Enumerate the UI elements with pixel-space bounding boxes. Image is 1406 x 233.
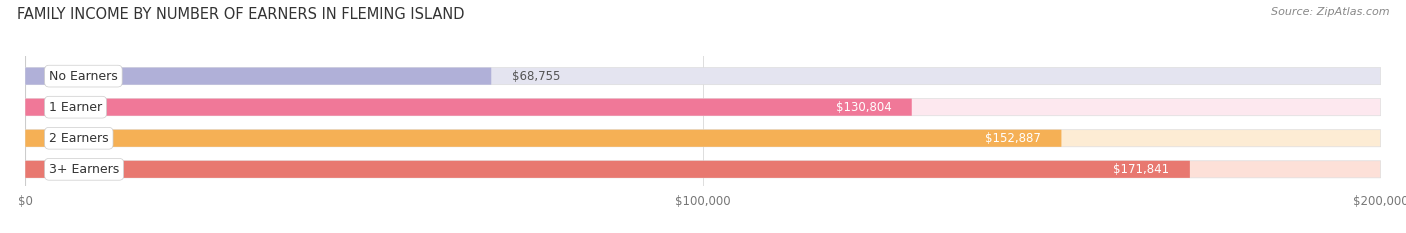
FancyBboxPatch shape <box>25 68 491 85</box>
FancyBboxPatch shape <box>25 130 1381 147</box>
FancyBboxPatch shape <box>25 161 1381 178</box>
Text: $68,755: $68,755 <box>512 70 560 83</box>
Text: 1 Earner: 1 Earner <box>49 101 103 114</box>
Text: 2 Earners: 2 Earners <box>49 132 108 145</box>
Text: $171,841: $171,841 <box>1114 163 1170 176</box>
FancyBboxPatch shape <box>25 130 1062 147</box>
Text: $152,887: $152,887 <box>986 132 1040 145</box>
Text: No Earners: No Earners <box>49 70 118 83</box>
Text: FAMILY INCOME BY NUMBER OF EARNERS IN FLEMING ISLAND: FAMILY INCOME BY NUMBER OF EARNERS IN FL… <box>17 7 464 22</box>
FancyBboxPatch shape <box>25 161 1189 178</box>
Text: Source: ZipAtlas.com: Source: ZipAtlas.com <box>1271 7 1389 17</box>
FancyBboxPatch shape <box>25 99 911 116</box>
FancyBboxPatch shape <box>25 68 1381 85</box>
Text: 3+ Earners: 3+ Earners <box>49 163 120 176</box>
FancyBboxPatch shape <box>25 99 1381 116</box>
Text: $130,804: $130,804 <box>835 101 891 114</box>
